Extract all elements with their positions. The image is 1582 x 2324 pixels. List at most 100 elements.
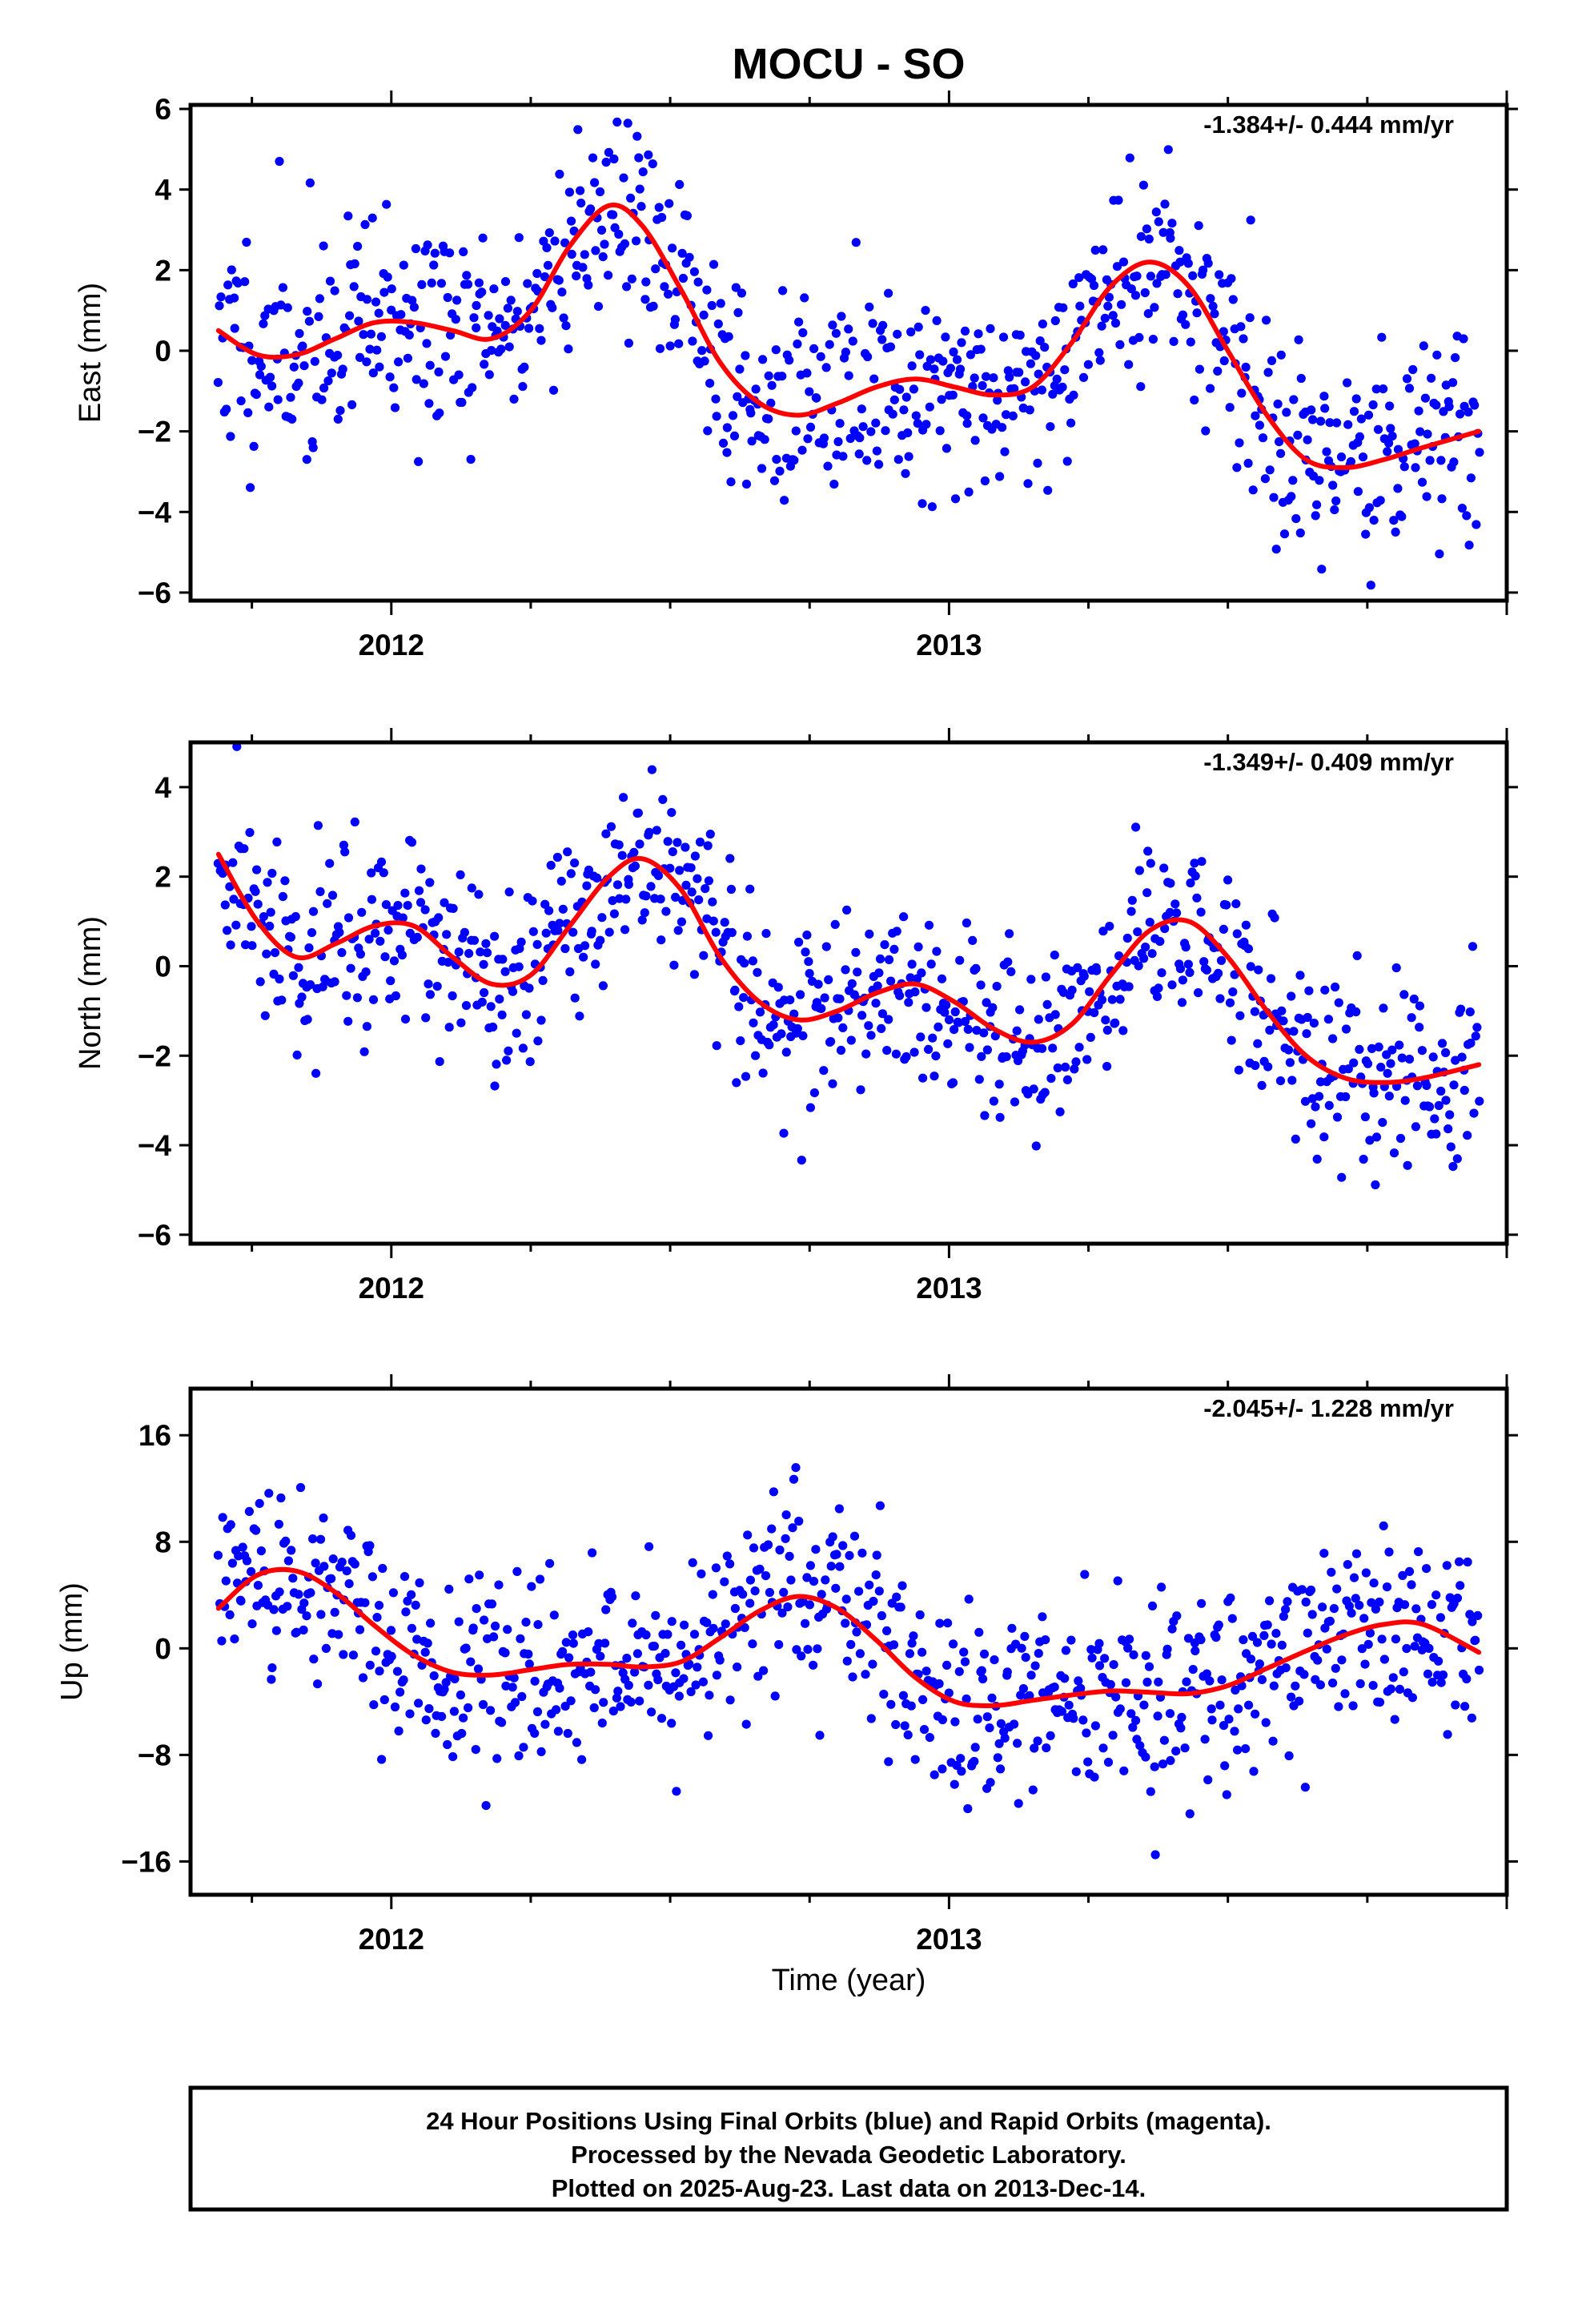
east-data-point [747,436,757,446]
up-data-point [440,1684,449,1695]
up-data-point [392,1667,403,1676]
east-data-point [604,147,614,157]
up-data-point [832,1550,841,1559]
north-data-point [544,906,554,915]
up-data-point [691,1680,701,1690]
east-data-point [295,328,304,339]
north-data-point [826,1037,836,1047]
north-data-point [652,826,661,835]
north-data-point [444,1023,454,1032]
up-data-point [545,1558,555,1568]
up-data-point [1365,1628,1375,1638]
east-data-point [240,277,250,287]
north-data-point [407,838,417,847]
up-data-point [355,1625,365,1634]
north-data-point [1160,923,1170,934]
north-data-point [853,967,862,977]
north-data-point [1434,1100,1443,1111]
up-data-point [299,1625,308,1634]
east-data-point [466,455,476,464]
north-data-point [541,928,551,938]
up-data-point [1438,1670,1448,1680]
east-data-point [1311,511,1320,521]
east-data-point [976,344,986,354]
north-data-point [1295,971,1305,980]
up-data-point [759,1666,769,1675]
east-data-point [379,287,389,297]
north-data-point [512,1028,521,1038]
up-data-point [1359,1614,1369,1623]
east-data-point [500,277,511,287]
up-data-point [1435,1613,1445,1622]
north-data-point [988,1003,998,1012]
north-data-point [813,979,823,989]
north-data-point [972,1026,982,1035]
north-data-point [1029,1084,1038,1094]
up-data-point [1197,1598,1207,1608]
east-data-point [1000,447,1010,456]
north-data-point [804,957,813,967]
east-data-point [503,304,513,313]
north-data-point [940,1007,950,1017]
east-data-point [409,303,419,312]
east-data-point [651,264,661,274]
up-data-point [1159,1735,1169,1745]
up-data-point [1207,1715,1217,1725]
east-data-point [399,260,408,270]
east-data-point [627,274,636,283]
north-data-point [819,1066,829,1076]
north-data-layer [213,742,1484,1190]
north-data-point [1266,974,1276,983]
north-data-point [380,952,390,962]
east-y-tick-label: −2 [138,416,171,448]
east-data-point [1239,334,1248,344]
up-data-point [251,1526,261,1535]
east-data-point [360,219,370,229]
up-data-point [577,1755,587,1764]
east-data-point [800,293,809,303]
up-data-point [487,1599,497,1609]
north-data-point [538,975,548,985]
north-data-point [1404,1055,1415,1064]
east-data-point [353,242,363,251]
up-data-point [1165,1709,1175,1719]
east-data-point [845,433,855,444]
east-data-point [780,496,789,505]
up-data-point [464,1574,474,1584]
east-data-point [699,310,709,320]
north-data-point [909,1047,919,1057]
north-data-point [980,1111,990,1120]
up-data-point [481,1801,491,1811]
up-data-point [1203,1775,1213,1785]
east-data-point [805,387,814,396]
up-rate-label: -2.045+/- 1.228 mm/yr [1203,1394,1454,1422]
north-data-point [323,899,332,908]
north-data-point [1214,968,1223,978]
north-data-point [1469,1108,1479,1118]
east-data-point [733,308,743,317]
north-data-point [1460,1085,1469,1096]
north-data-point [748,956,758,966]
up-data-point [852,1627,861,1637]
north-data-point [673,838,682,847]
up-data-point [540,1719,550,1729]
up-data-point [497,1718,507,1727]
up-data-point [1002,1667,1012,1677]
east-data-point [555,169,564,179]
east-data-point [1383,447,1392,456]
up-data-point [377,1755,387,1764]
up-data-point [444,1584,454,1594]
up-data-point [1375,1698,1385,1707]
north-data-point [528,896,537,906]
north-data-point [1265,1025,1275,1035]
up-data-point [1219,1721,1229,1731]
east-data-point [728,411,738,420]
up-data-point [1050,1683,1059,1692]
east-data-point [1361,529,1371,539]
up-data-point [1371,1604,1380,1614]
north-data-point [1412,1081,1422,1091]
north-data-point [359,1047,369,1056]
east-data-point [778,286,788,296]
up-data-point [915,1610,925,1620]
east-data-point [1355,432,1364,442]
